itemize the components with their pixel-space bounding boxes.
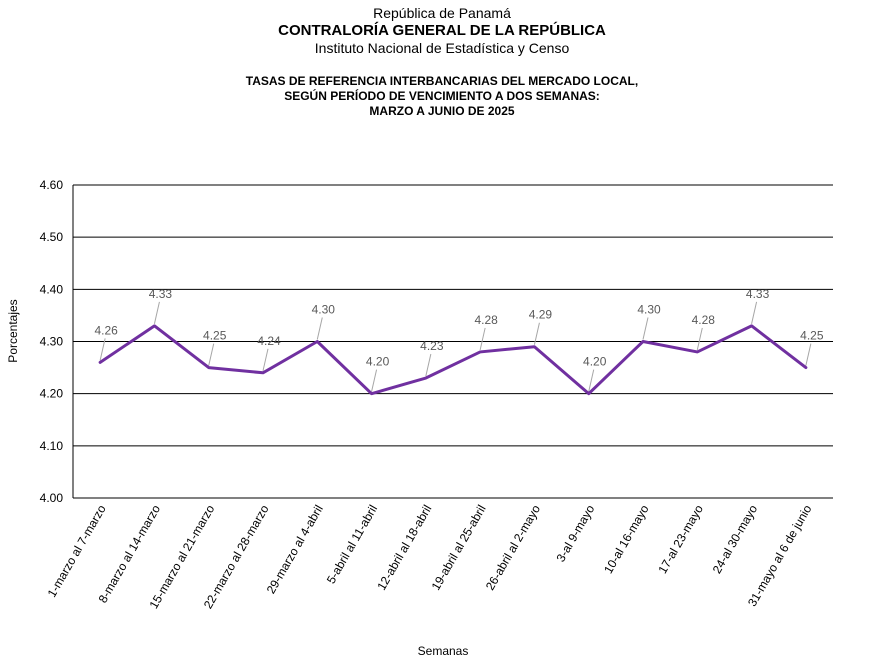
data-label: 4.33 xyxy=(746,287,770,301)
data-label: 4.26 xyxy=(94,323,118,337)
x-tick-label: 31-mayo al 6 de junio xyxy=(745,502,815,609)
header-institution: CONTRALORÍA GENERAL DE LA REPÚBLICA xyxy=(278,22,606,39)
y-tick-label: 4.60 xyxy=(40,178,64,192)
data-label: 4.20 xyxy=(366,355,390,369)
chart-title-line-3: MARZO A JUNIO DE 2025 xyxy=(369,104,515,118)
series-line-group xyxy=(98,324,808,396)
data-label: 4.23 xyxy=(420,339,444,353)
data-label: 4.30 xyxy=(637,303,661,317)
x-tick-label: 5-abril al 11-abril xyxy=(324,503,380,587)
x-tick-label: 17-al 23-mayo xyxy=(655,502,706,576)
x-tick-label: 29-marzo al 4-abril xyxy=(264,503,326,597)
x-tick-label: 3-al 9-mayo xyxy=(554,502,598,564)
data-label-leader xyxy=(425,353,432,377)
data-label: 4.20 xyxy=(583,355,607,369)
header-country: República de Panamá xyxy=(373,5,511,21)
data-label-leader xyxy=(208,343,215,366)
data-label: 4.29 xyxy=(529,308,553,322)
x-tick-label: 24-al 30-mayo xyxy=(710,502,761,576)
y-tick-label: 4.10 xyxy=(40,439,64,453)
header-institute: Instituto Nacional de Estadística y Cens… xyxy=(314,40,570,56)
data-label-leader xyxy=(805,343,812,366)
data-label-leader xyxy=(153,301,160,324)
data-label-leader xyxy=(751,301,758,324)
data-label-leader xyxy=(262,348,269,371)
data-label: 4.28 xyxy=(692,313,716,327)
data-label-leader xyxy=(316,317,323,340)
data-label: 4.25 xyxy=(203,329,227,343)
x-tick-label: 26-abril al 2-mayo xyxy=(483,502,543,592)
y-tick-label: 4.40 xyxy=(40,282,64,296)
data-label-leader xyxy=(696,327,703,351)
data-label: 4.30 xyxy=(312,303,336,317)
data-label: 4.24 xyxy=(257,334,281,348)
y-axis-label: Porcentajes xyxy=(6,299,20,362)
x-tick-label: 19-abril al 25-abril xyxy=(429,503,489,593)
chart-title-line-1: TASAS DE REFERENCIA INTERBANCARIAS DEL M… xyxy=(245,74,639,88)
y-axis-ticks: 4.00 4.10 4.20 4.30 4.40 4.50 4.60 xyxy=(40,178,64,505)
data-label-leader xyxy=(479,327,486,351)
x-tick-label: 1-marzo al 7-marzo xyxy=(45,502,109,599)
data-labels: 4.26 4.33 4.25 4.24 4.30 4.20 4.23 4.28 4.29 4.20… xyxy=(94,287,823,369)
data-label-leader xyxy=(588,369,595,392)
data-label-leader xyxy=(533,322,540,345)
data-label: 4.33 xyxy=(149,287,173,301)
y-tick-label: 4.20 xyxy=(40,387,64,401)
x-tick-label: 12-abril al 18-abril xyxy=(374,503,434,593)
y-tick-label: 4.50 xyxy=(40,230,64,244)
x-axis-label: Semanas xyxy=(418,644,469,658)
x-tick-label: 10-al 16-mayo xyxy=(601,502,652,576)
data-label-leader xyxy=(99,338,106,361)
chart-title-line-2: SEGÚN PERÍODO DE VENCIMIENTO A DOS SEMAN… xyxy=(284,89,600,103)
y-tick-label: 4.00 xyxy=(40,491,64,505)
data-label: 4.28 xyxy=(474,313,498,327)
data-label-leader xyxy=(371,369,378,392)
data-label-leader xyxy=(642,317,649,340)
grid-lines xyxy=(72,184,833,499)
x-tick-label: 8-marzo al 14-marzo xyxy=(96,502,164,605)
y-tick-label: 4.30 xyxy=(40,335,64,349)
data-label: 4.25 xyxy=(800,329,824,343)
series-line xyxy=(98,324,808,396)
data-label-leaders xyxy=(99,301,812,392)
